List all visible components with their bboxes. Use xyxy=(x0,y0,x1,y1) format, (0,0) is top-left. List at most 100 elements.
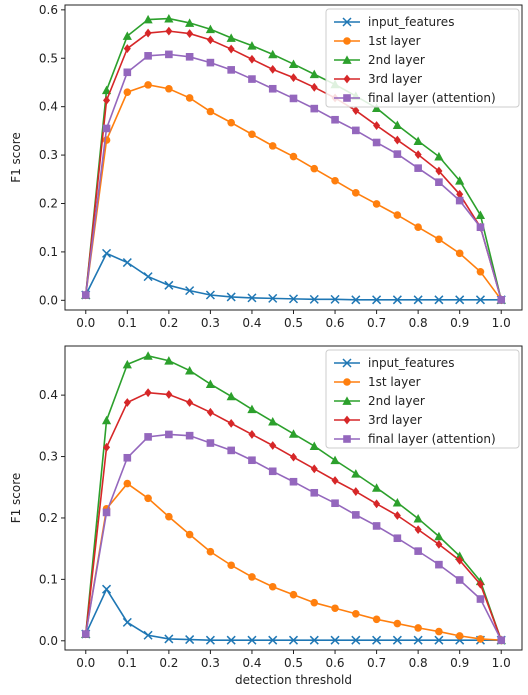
legend-marker xyxy=(342,396,352,405)
data-point xyxy=(455,196,464,205)
data-point xyxy=(123,453,132,462)
x-tick-label: 0.9 xyxy=(450,656,469,670)
series-1st xyxy=(81,81,506,304)
data-point xyxy=(455,576,464,584)
data-point xyxy=(414,547,422,555)
y-tick-label: 0.0 xyxy=(39,293,58,307)
chart-panel-1: 0.0 0.1 0.2 0.3 0.4 0.5 0.6 0.7 0.8 0.9 1.0 0.0 0.1 0… xyxy=(9,3,523,330)
data-point xyxy=(434,531,444,541)
data-point xyxy=(206,547,215,556)
data-point xyxy=(476,267,485,276)
data-point xyxy=(144,52,152,60)
data-point xyxy=(331,499,339,508)
data-point xyxy=(288,59,299,68)
data-point xyxy=(164,280,174,290)
data-point xyxy=(455,632,464,640)
data-point xyxy=(435,627,443,636)
data-point xyxy=(310,598,319,607)
data-point xyxy=(248,54,256,64)
data-point xyxy=(227,66,235,74)
data-point xyxy=(186,398,194,407)
data-point xyxy=(248,573,256,581)
data-point xyxy=(456,189,464,199)
legend-entry: 2nd layer xyxy=(368,53,425,67)
data-point xyxy=(268,467,277,476)
data-point xyxy=(413,513,423,523)
y-tick-label: 0.0 xyxy=(39,634,58,648)
data-point xyxy=(351,635,361,645)
data-point xyxy=(288,429,299,438)
data-point xyxy=(392,635,402,645)
data-point xyxy=(330,455,340,465)
data-point xyxy=(268,635,278,645)
data-point xyxy=(185,94,194,102)
data-point xyxy=(392,295,402,305)
y-tick-label: 0.3 xyxy=(39,148,58,162)
data-point xyxy=(268,582,277,591)
legend-marker xyxy=(343,37,351,45)
data-point xyxy=(288,294,299,304)
data-point xyxy=(372,635,382,645)
data-point xyxy=(185,431,194,440)
data-point xyxy=(435,235,443,244)
data-point xyxy=(247,635,257,645)
data-point xyxy=(392,120,402,129)
data-point xyxy=(206,58,215,67)
data-point xyxy=(435,560,443,569)
data-point xyxy=(102,508,111,517)
data-point xyxy=(435,166,443,176)
series-input_features xyxy=(81,584,506,645)
x-tick-label: 0.1 xyxy=(118,656,137,670)
data-point xyxy=(435,539,443,549)
data-point xyxy=(165,430,173,439)
data-point xyxy=(226,635,236,645)
data-point xyxy=(185,530,194,539)
data-point xyxy=(164,356,174,365)
y-tick-label: 0.6 xyxy=(39,3,58,17)
data-point xyxy=(205,635,215,645)
data-point xyxy=(165,512,173,521)
data-point xyxy=(101,415,112,425)
data-point xyxy=(352,126,360,135)
x-tick-label: 0.6 xyxy=(325,656,344,670)
data-point xyxy=(185,18,195,27)
data-point xyxy=(268,416,278,426)
legend-box xyxy=(325,8,520,108)
legend-marker xyxy=(343,94,351,102)
data-point xyxy=(143,351,153,360)
data-point xyxy=(185,635,195,645)
x-tick-label: 0.1 xyxy=(118,316,137,330)
x-tick-label: 0.8 xyxy=(409,316,428,330)
data-point xyxy=(455,176,465,185)
data-point xyxy=(497,296,506,304)
legend: input_features 1st layer 2nd layer 3rd laye… xyxy=(325,349,520,449)
data-point xyxy=(435,178,443,186)
data-point xyxy=(352,609,360,618)
data-point xyxy=(102,124,111,133)
data-point xyxy=(247,41,257,50)
data-point xyxy=(310,164,319,173)
series-final xyxy=(81,50,506,304)
x-tick-label: 1.0 xyxy=(492,656,511,670)
data-point xyxy=(102,248,112,258)
data-point xyxy=(206,439,215,447)
legend-marker xyxy=(342,358,352,368)
data-point xyxy=(310,82,318,92)
legend-entry: 1st layer xyxy=(368,375,421,389)
data-point xyxy=(143,272,153,282)
data-point xyxy=(248,456,256,465)
data-point xyxy=(227,561,235,570)
x-tick-label: 1.0 xyxy=(492,316,511,330)
data-point xyxy=(310,488,319,497)
data-point xyxy=(248,75,256,83)
data-point xyxy=(122,359,132,369)
data-point xyxy=(123,398,131,407)
x-tick-label: 0.6 xyxy=(325,316,344,330)
data-point xyxy=(269,441,277,450)
data-point xyxy=(475,295,485,305)
y-tick-label: 0.5 xyxy=(39,51,58,65)
x-tick-label: 0.7 xyxy=(367,656,386,670)
data-point xyxy=(475,210,486,220)
data-point xyxy=(122,617,132,627)
